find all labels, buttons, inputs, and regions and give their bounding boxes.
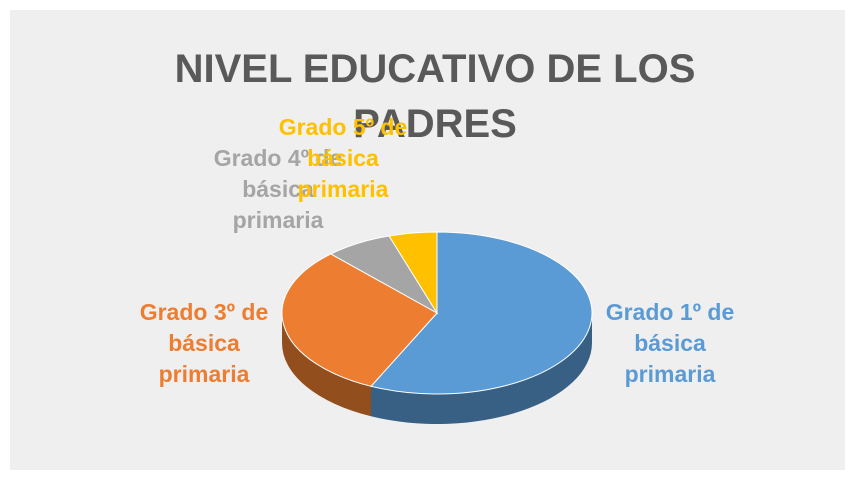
slice — [370, 231, 593, 395]
slice — [388, 231, 438, 315]
slice — [281, 253, 438, 387]
slice-side — [282, 313, 372, 417]
chart-title: NIVEL EDUCATIVO DE LOS PADRES — [174, 47, 696, 147]
slice-side — [371, 313, 592, 424]
slice-label: Grado 3º de básica primaria — [139, 299, 269, 388]
slice-label: Grado 4º de básica primaria — [213, 145, 343, 234]
slice-label: Grado 5º de básica primaria — [278, 114, 408, 203]
slice-label: Grado 1º de básica primaria — [605, 299, 735, 388]
